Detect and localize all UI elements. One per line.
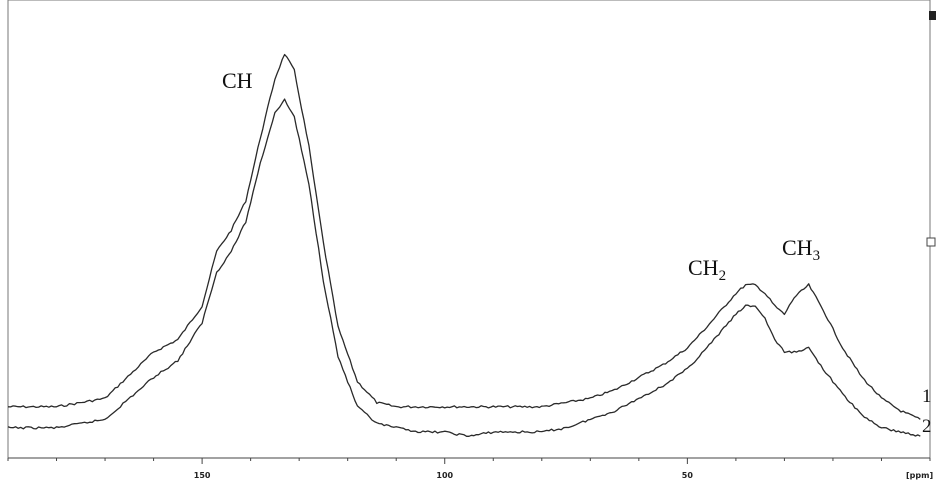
traces	[7, 53, 921, 437]
x-tick-label-100: 100	[436, 471, 453, 480]
trace-1	[7, 53, 921, 420]
trace-2	[7, 98, 921, 437]
trace-label-2: 2	[922, 416, 932, 437]
plot-frame	[7, 0, 931, 459]
peak-label-ch: CH	[222, 68, 253, 93]
peak-label-ch2: CH2	[688, 255, 726, 284]
x-axis-unit-label: [ppm]	[906, 471, 933, 480]
corner-marker-filled	[929, 11, 936, 20]
x-tick-label-150: 150	[194, 471, 211, 480]
x-tick-label-50: 50	[682, 471, 694, 480]
peak-label-ch3: CH3	[782, 235, 820, 264]
x-axis-tick-labels: 150 100 50	[194, 471, 694, 480]
corner-marker-open	[926, 237, 936, 247]
trace-label-1: 1	[922, 386, 932, 407]
x-axis-ticks	[7, 458, 931, 464]
